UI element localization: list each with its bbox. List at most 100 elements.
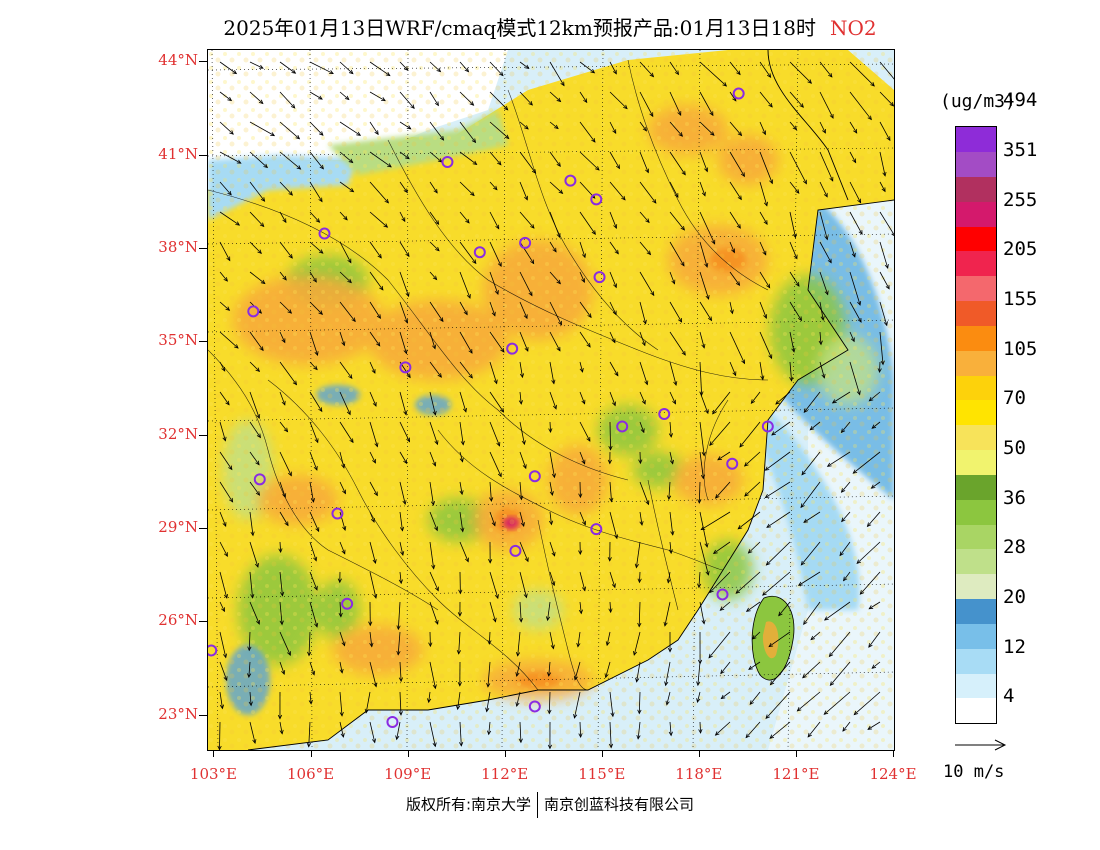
wind-vector-head (457, 612, 463, 617)
wind-vector-head (371, 738, 377, 744)
wind-vector-head (463, 310, 468, 316)
wind-vector (519, 391, 522, 405)
colorbar-swatch (956, 698, 996, 724)
wind-vector-head (821, 373, 826, 379)
wind-vector-head (607, 557, 612, 562)
wind-vector (279, 91, 296, 109)
wind-vector-head (582, 520, 586, 526)
wind-vector (729, 331, 745, 364)
forecast-map[interactable] (207, 49, 895, 751)
wind-vector (486, 691, 491, 712)
wind-vector (871, 421, 881, 429)
wind-vector (549, 181, 563, 194)
wind-vector (309, 481, 314, 503)
wind-reference-arrow (955, 739, 1007, 751)
wind-vector-head (641, 399, 646, 405)
wind-vector (639, 361, 648, 385)
wind-vector-head (471, 138, 477, 144)
wind-vector-head (769, 680, 775, 686)
wind-vector (819, 61, 833, 78)
city-marker (761, 420, 774, 433)
wind-vector-head (720, 694, 726, 700)
wind-vector (639, 391, 646, 405)
copyright-left: 版权所有:南京大学 (405, 795, 532, 814)
wind-vector-head (338, 612, 343, 618)
wind-vector (871, 481, 881, 489)
wind-vector-head (546, 672, 552, 677)
lon-tick (893, 749, 894, 757)
wind-vector-head (595, 166, 600, 171)
wind-vector-head (552, 404, 557, 410)
wind-vector-head (751, 635, 757, 640)
wind-vector-head (491, 521, 496, 527)
wind-vector-head (465, 218, 470, 224)
wind-vector (549, 241, 557, 253)
wind-vector (339, 481, 346, 494)
wind-vector-head (803, 620, 808, 626)
wind-vector (849, 271, 861, 306)
wind-vector-head (857, 318, 862, 323)
wind-vector (579, 241, 586, 258)
lon-label: 106°E (287, 765, 335, 783)
wind-vector (279, 211, 287, 223)
wind-vector-head (373, 682, 378, 688)
wind-vector (751, 391, 761, 404)
wind-vector (279, 541, 282, 553)
wind-vector-head (581, 399, 586, 405)
lat-label: 26°N (158, 611, 198, 630)
wind-vector-head (578, 493, 583, 499)
wind-vector (639, 121, 647, 132)
wind-vector (708, 631, 731, 659)
wind-vector (279, 661, 285, 675)
wind-vector-head (611, 338, 616, 344)
wind-vector-head (701, 343, 706, 349)
wind-vector-head (518, 617, 524, 623)
wind-vector (802, 661, 821, 679)
wind-vector-head (456, 650, 461, 655)
wind-vector-head (826, 462, 832, 467)
wind-vector-head (853, 710, 859, 716)
lat-tick (199, 434, 207, 436)
wind-vector (399, 271, 410, 297)
wind-vector-head (842, 576, 848, 582)
wind-vector (749, 691, 761, 705)
wind-vector (399, 301, 408, 323)
colorbar-swatch (956, 598, 996, 624)
wind-vector-head (665, 700, 670, 706)
coastline (247, 50, 894, 750)
wind-vector (579, 271, 585, 283)
wind-vector-head (401, 217, 406, 223)
wind-vector-head (406, 373, 411, 379)
wind-vector-head (800, 560, 806, 566)
wind-vector (279, 421, 288, 432)
colorbar-swatch (956, 623, 996, 649)
wind-vector-head (650, 291, 655, 297)
city-marker (564, 174, 577, 187)
wind-vector (369, 211, 388, 228)
wind-vector (219, 151, 241, 164)
wind-vector (789, 91, 804, 108)
wind-vector (698, 571, 701, 588)
wind-vector (429, 301, 444, 322)
wind-vector-head (669, 459, 674, 465)
colorbar-swatch (956, 127, 996, 152)
wind-vector-head (341, 641, 346, 647)
wind-vector (369, 61, 391, 76)
wind-vector (339, 121, 361, 136)
wind-vector-head (432, 742, 437, 748)
wind-vector (729, 271, 740, 286)
wind-vector (308, 721, 311, 747)
wind-vector (699, 541, 709, 575)
wind-vector-head (292, 380, 298, 386)
wind-vector (715, 721, 731, 736)
wind-vector (369, 571, 377, 599)
wind-vector-head (226, 256, 231, 262)
wind-vector (519, 271, 533, 296)
wind-vector (609, 301, 617, 315)
wind-vector-head (558, 320, 562, 326)
wind-vector (219, 421, 226, 441)
wind-vector (729, 211, 741, 229)
wind-vector (309, 571, 318, 590)
wind-vector (279, 391, 286, 406)
wind-vector (459, 271, 471, 299)
